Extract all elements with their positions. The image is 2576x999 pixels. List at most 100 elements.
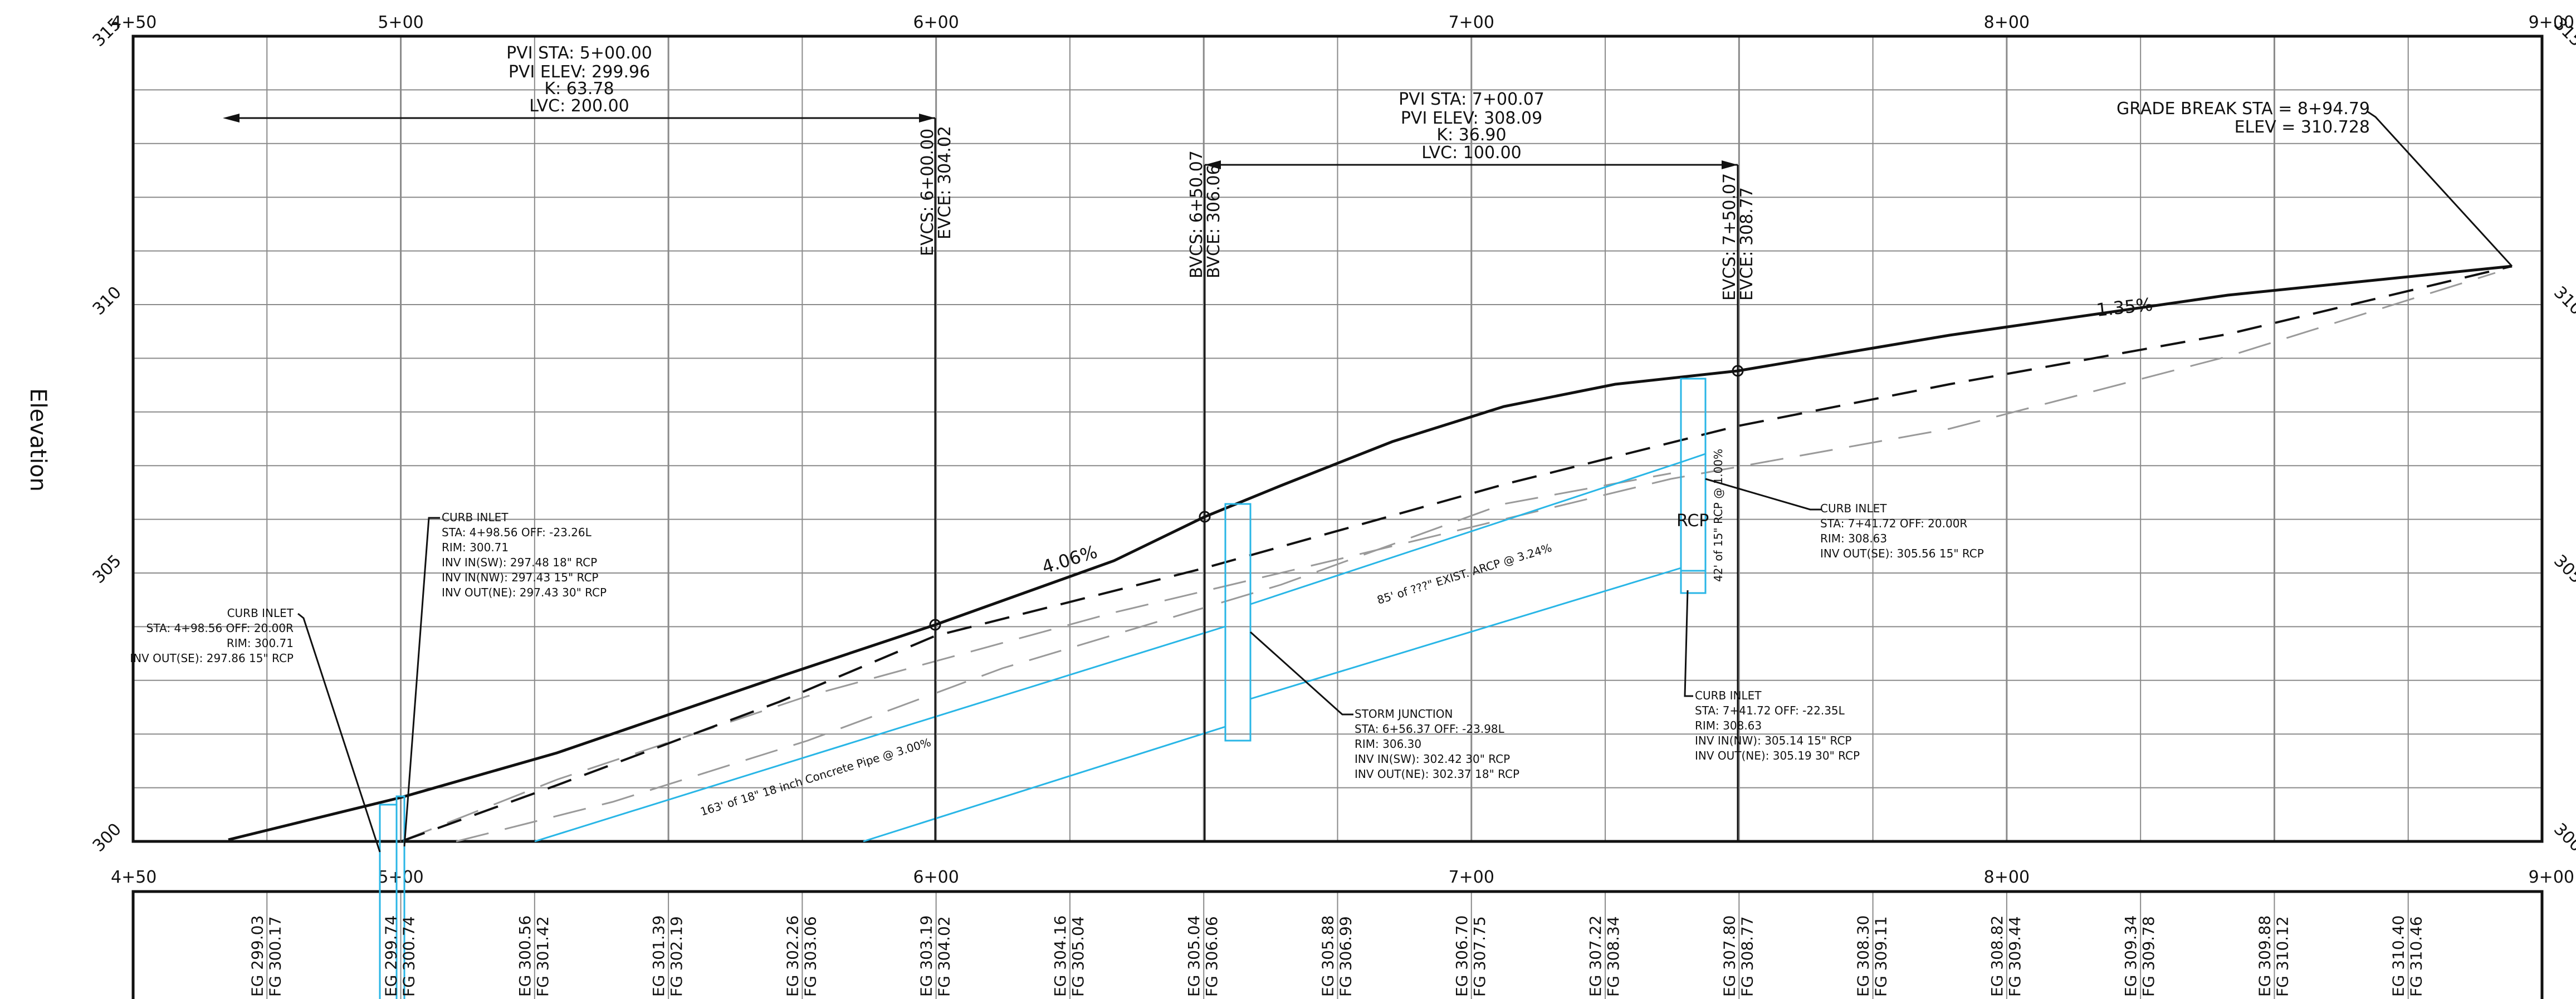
band-fg-value: FG 309.11 bbox=[1872, 916, 1890, 997]
band-fg-value: FG 306.06 bbox=[1203, 916, 1221, 997]
band-fg-value: FG 308.77 bbox=[1738, 916, 1756, 997]
station-tick-bottom: 4+50 bbox=[111, 868, 157, 887]
pipe-label-1: 163' of 18" 18 inch Concrete Pipe @ 3.00… bbox=[698, 736, 932, 819]
vc-markers bbox=[226, 118, 1743, 841]
elevation-tick-right: 300 bbox=[2550, 820, 2576, 856]
curb-inlet-right-1-line: STA: 7+41.72 OFF: 20.00R bbox=[1820, 517, 1967, 530]
station-tick-top: 5+00 bbox=[378, 13, 423, 32]
band-fg-value: FG 300.17 bbox=[266, 916, 284, 997]
curb-inlet-structure-right bbox=[1681, 379, 1705, 593]
curb-inlet-right-2-line: STA: 7+41.72 OFF: -22.35L bbox=[1695, 704, 1845, 717]
band-eg-value: EG 307.80 bbox=[1720, 915, 1738, 997]
band-eg-value: EG 299.03 bbox=[248, 915, 266, 997]
band-fg-value: FG 310.46 bbox=[2407, 916, 2426, 997]
band-fg-value: FG 309.44 bbox=[2006, 916, 2024, 997]
band-fg-value: FG 307.75 bbox=[1470, 916, 1489, 997]
pipe-label-3: 42' of 15" RCP @ 1.00% bbox=[1712, 449, 1725, 582]
band-eg-value: EG 303.19 bbox=[917, 915, 936, 997]
band-fg-value: FG 303.06 bbox=[801, 916, 819, 997]
bvc2-elev: BVCE: 306.06 bbox=[1204, 164, 1224, 278]
curb-inlet-right-2-line: CURB INLET bbox=[1695, 689, 1762, 702]
band-eg-value: EG 309.34 bbox=[2122, 915, 2140, 997]
curb-inlet-right-1-line: INV OUT(SE): 305.56 15" RCP bbox=[1820, 547, 1984, 560]
band-fg-value: FG 305.04 bbox=[1069, 916, 1087, 997]
grade-break-line-2: ELEV = 310.728 bbox=[2235, 117, 2370, 137]
band-fg-value: FG 301.42 bbox=[534, 916, 552, 997]
curb-inlet-mid-line: INV IN(SW): 297.48 18" RCP bbox=[442, 556, 597, 569]
band-eg-value: EG 310.40 bbox=[2389, 915, 2408, 997]
pvi-2-label: PVI STA: 7+00.07 PVI ELEV: 308.09 K: 36.… bbox=[1399, 90, 1544, 163]
storm-junction-line: STORM JUNCTION bbox=[1355, 707, 1453, 721]
curb-inlet-mid-line: INV IN(NW): 297.43 15" RCP bbox=[442, 571, 598, 584]
curb-inlet-mid-line: RIM: 300.71 bbox=[442, 541, 509, 554]
storm-junction-line: INV IN(SW): 302.42 30" RCP bbox=[1355, 752, 1510, 766]
band-eg-value: EG 308.30 bbox=[1854, 915, 1873, 997]
elevation-tick-left: 300 bbox=[89, 820, 125, 856]
pvi-2-line-4: LVC: 100.00 bbox=[1421, 143, 1522, 163]
band-eg-value: EG 304.16 bbox=[1051, 915, 1069, 997]
curb-inlet-left-line: STA: 4+98.56 OFF: 20.00R bbox=[146, 621, 294, 635]
station-tick-bottom: 8+00 bbox=[1984, 868, 2030, 887]
curb-inlet-mid-line: INV OUT(NE): 297.43 30" RCP bbox=[442, 586, 607, 599]
station-tick-top: 8+00 bbox=[1984, 13, 2030, 32]
band-eg-value: EG 300.56 bbox=[516, 915, 534, 997]
pvi-1-line-4: LVC: 200.00 bbox=[529, 96, 629, 116]
grade-break-line-1: GRADE BREAK STA = 8+94.79 bbox=[2116, 99, 2370, 119]
band-fg-value: FG 304.02 bbox=[935, 916, 954, 997]
curb-inlet-mid-line: STA: 4+98.56 OFF: -23.26L bbox=[442, 526, 592, 539]
grade-break-leader bbox=[2367, 111, 2512, 266]
grade-break-label: GRADE BREAK STA = 8+94.79 ELEV = 310.728 bbox=[2116, 99, 2370, 137]
band-eg-value: EG 305.04 bbox=[1185, 915, 1203, 997]
elevation-tick-right: 305 bbox=[2550, 551, 2576, 587]
rcp-label: RCP bbox=[1676, 511, 1709, 531]
storm-junction-structure bbox=[1225, 504, 1250, 741]
pvi-2-line-3: K: 36.90 bbox=[1436, 125, 1506, 145]
curb-inlet-right-1-line: RIM: 308.63 bbox=[1820, 532, 1887, 545]
band-eg-value: EG 306.70 bbox=[1453, 915, 1471, 997]
band-eg-value: EG 307.22 bbox=[1586, 915, 1605, 997]
curb-inlet-right-2-line: INV IN(NW): 305.14 15" RCP bbox=[1695, 734, 1851, 747]
curb-inlet-left-line: CURB INLET bbox=[227, 606, 294, 620]
storm-junction-line: INV OUT(NE): 302.37 18" RCP bbox=[1355, 767, 1519, 781]
station-tick-bottom: 6+00 bbox=[913, 868, 959, 887]
pvi-1-label: PVI STA: 5+00.00 PVI ELEV: 299.96 K: 63.… bbox=[506, 43, 652, 116]
y-axis-label: Elevation bbox=[25, 388, 51, 492]
grade-label-2: 1.35% bbox=[2095, 294, 2154, 321]
elevation-tick-left: 310 bbox=[89, 283, 125, 319]
curb-inlet-right-2-line: INV OUT(NE): 305.19 30" RCP bbox=[1695, 749, 1860, 762]
curb-inlet-right-2-line: RIM: 308.63 bbox=[1695, 719, 1762, 732]
pvi-1-line-1: PVI STA: 5+00.00 bbox=[506, 43, 652, 63]
band-eg-value: EG 305.88 bbox=[1319, 915, 1337, 997]
evc2-sta: EVCS: 7+50.07 bbox=[1720, 173, 1739, 301]
band-fg-value: FG 306.99 bbox=[1337, 916, 1355, 997]
storm-pipes bbox=[535, 454, 1705, 841]
elevation-tick-left: 305 bbox=[89, 551, 125, 587]
band-fg-value: FG 310.12 bbox=[2273, 916, 2291, 997]
band-eg-value: EG 301.39 bbox=[649, 915, 668, 997]
band-eg-value: EG 299.74 bbox=[382, 915, 400, 997]
evc1-elev: EVCE: 304.02 bbox=[935, 126, 955, 239]
pipe-label-2: 85' of ???" EXIST. ARCP @ 3.24% bbox=[1375, 541, 1553, 606]
evc2-elev: EVCE: 308.77 bbox=[1737, 187, 1757, 301]
band-eg-value: EG 308.82 bbox=[1988, 915, 2006, 997]
band-fg-value: FG 300.74 bbox=[400, 916, 418, 997]
curb-inlet-left-line: RIM: 300.71 bbox=[227, 636, 294, 650]
evc1-sta: EVCS: 6+00.00 bbox=[918, 129, 937, 256]
band-eg-value: EG 302.26 bbox=[783, 915, 801, 997]
station-tick-bottom: 5+00 bbox=[378, 868, 423, 887]
pvi-1-line-3: K: 63.78 bbox=[544, 79, 614, 99]
band-fg-value: FG 302.19 bbox=[667, 916, 686, 997]
station-tick-bottom: 7+00 bbox=[1449, 868, 1494, 887]
curb-inlet-left-line: INV OUT(SE): 297.86 15" RCP bbox=[130, 652, 294, 665]
station-tick-top: 6+00 bbox=[913, 13, 959, 32]
band-eg-value: EG 309.88 bbox=[2255, 915, 2274, 997]
pvi-2-line-1: PVI STA: 7+00.07 bbox=[1399, 90, 1544, 109]
station-tick-top: 7+00 bbox=[1449, 13, 1494, 32]
elevation-tick-right: 310 bbox=[2550, 283, 2576, 319]
station-tick-bottom: 9+00 bbox=[2529, 868, 2574, 887]
existing-ground-line-2 bbox=[456, 473, 1671, 841]
storm-junction-line: RIM: 306.30 bbox=[1355, 737, 1421, 751]
curb-inlet-mid-line: CURB INLET bbox=[442, 511, 509, 524]
storm-junction-line: STA: 6+56.37 OFF: -23.98L bbox=[1355, 722, 1505, 736]
